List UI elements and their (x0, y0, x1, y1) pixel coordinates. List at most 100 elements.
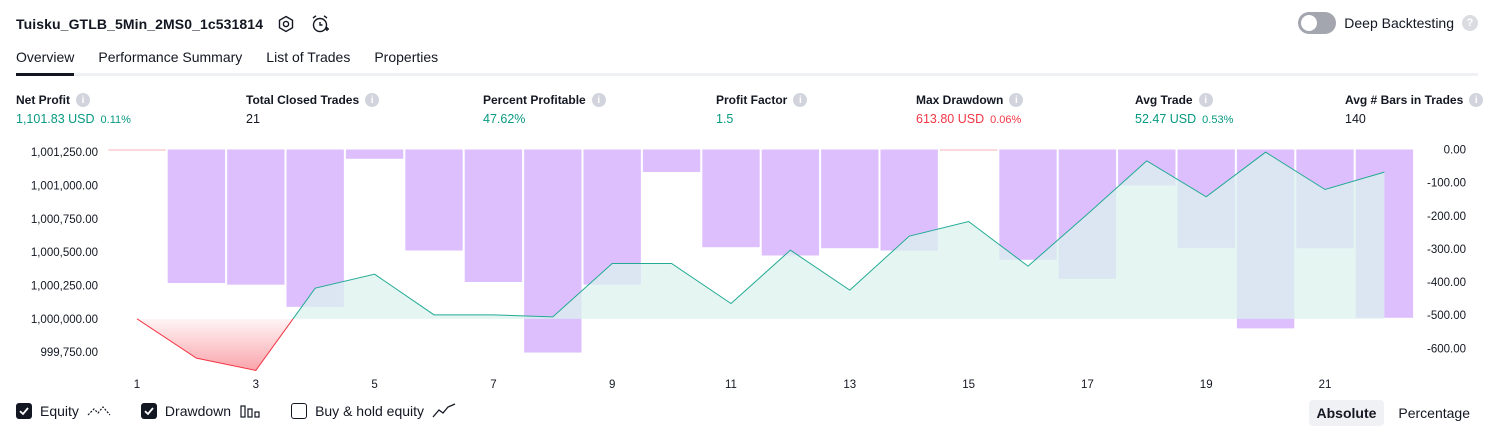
drawdown-bar (345, 149, 404, 159)
equity-chart: 1,001,250.00 1,001,000.00 1,000,750.00 1,00… (31, 145, 1466, 391)
info-icon[interactable]: i (365, 93, 380, 107)
tab-bar: Overview Performance Summary List of Tra… (16, 44, 1478, 76)
left-axis-tick-label: 1,000,250.00 (31, 281, 98, 293)
strategy-header: Tuisku_GTLB_5Min_2MS0_1c531814 (16, 10, 331, 38)
equity-label: Equity (40, 403, 79, 419)
tab-list-of-trades[interactable]: List of Trades (266, 49, 351, 65)
metric-percent: 0.11% (100, 114, 131, 126)
drawdown-bar (227, 149, 285, 285)
absolute-button[interactable]: Absolute (1308, 400, 1385, 426)
metric-label: Avg # Bars in Trades (1345, 93, 1464, 107)
metric-label: Max Drawdown (916, 93, 1004, 107)
left-axis-tick-label: 1,000,750.00 (31, 214, 98, 226)
equity-profit-area (293, 152, 1385, 319)
alarm-clock-plus-icon[interactable] (309, 13, 331, 35)
info-icon[interactable]: i (1198, 93, 1213, 107)
drawdown-bar (821, 149, 879, 249)
drawdown-bar (108, 149, 166, 151)
drawdown-label: Drawdown (164, 403, 232, 419)
x-axis-tick-label: 11 (725, 379, 737, 390)
drawdown-bar (939, 149, 998, 151)
drawdown-checkbox[interactable] (140, 403, 157, 419)
x-axis-tick-label: 3 (253, 379, 259, 390)
drawdown-bar (702, 149, 760, 248)
metric-label: Net Profit (16, 93, 70, 107)
drawdown-bar (464, 149, 523, 282)
tab-properties[interactable]: Properties (374, 49, 439, 65)
info-icon[interactable]: i (1009, 93, 1024, 107)
equity-loss-line (136, 318, 294, 371)
percentage-button[interactable]: Percentage (1398, 405, 1470, 421)
deep-backtesting: Deep Backtesting ? (1298, 12, 1478, 34)
info-icon[interactable]: i (1469, 93, 1484, 107)
x-axis-tick-label: 9 (609, 379, 615, 390)
metric-label: Percent Profitable (483, 93, 586, 107)
metric-percent-profitable: Percent Profitable i 47.62% (483, 93, 606, 126)
equity-checkbox[interactable] (16, 403, 32, 419)
metric-value: 140 (1345, 112, 1366, 126)
toggle-knob (1301, 15, 1318, 31)
right-axis-tick-label: -500.00 (1427, 310, 1466, 322)
metric-percent: 0.53% (1202, 114, 1234, 126)
x-axis-tick-label: 21 (1319, 379, 1332, 390)
info-icon[interactable]: i (591, 93, 606, 107)
metric-avg-trade: Avg Trade i 52.47 USD 0.53% (1135, 93, 1233, 126)
equity-loss-area (137, 318, 294, 371)
x-axis: 1 3 5 7 9 11 13 15 17 19 21 (134, 379, 1332, 390)
buy-hold-label: Buy & hold equity (315, 403, 425, 419)
metric-value: 613.80 USD (916, 112, 985, 126)
equity-fill (137, 152, 1385, 371)
strategy-name: Tuisku_GTLB_5Min_2MS0_1c531814 (16, 16, 264, 32)
drawdown-bar (286, 149, 344, 307)
drawdown-bar (999, 149, 1057, 260)
deep-backtesting-label: Deep Backtesting (1344, 15, 1454, 31)
legend-equity[interactable]: Equity (16, 403, 111, 419)
metric-label: Avg Trade (1135, 93, 1193, 107)
tab-overview[interactable]: Overview (16, 44, 75, 76)
help-icon[interactable]: ? (1462, 15, 1478, 31)
metric-value: 1.5 (716, 112, 734, 126)
x-axis-tick-label: 5 (371, 379, 377, 390)
metric-profit-factor: Profit Factor i 1.5 (716, 93, 808, 126)
drawdown-bars-icon (240, 405, 260, 418)
buy-hold-line-icon (432, 403, 456, 418)
metric-avg-bars: Avg # Bars in Trades i 140 (1345, 93, 1484, 126)
x-axis-tick-label: 1 (134, 379, 140, 390)
metric-percent: 0.06% (990, 114, 1022, 126)
metric-label: Profit Factor (716, 93, 788, 107)
right-axis-tick-label: -200.00 (1427, 211, 1466, 223)
x-axis-tick-label: 19 (1200, 379, 1213, 390)
metric-value: 47.62% (483, 112, 526, 126)
deep-backtesting-toggle[interactable] (1298, 12, 1337, 34)
left-axis-tick-label: 1,000,000.00 (31, 314, 98, 326)
x-axis-tick-label: 17 (1081, 379, 1094, 390)
right-axis-tick-label: -100.00 (1427, 178, 1466, 190)
drawdown-bar (405, 149, 463, 251)
equity-line (136, 151, 1385, 371)
left-axis-tick-label: 1,000,500.00 (31, 247, 98, 259)
drawdown-bar (167, 149, 226, 283)
right-axis: 0.00 -100.00 -200.00 -300.00 -400.00 -500.00 -… (1427, 145, 1466, 356)
drawdown-bar (583, 149, 641, 285)
info-icon[interactable]: i (793, 93, 808, 107)
x-axis-tick-label: 15 (962, 379, 975, 390)
drawdown-bar (524, 149, 582, 353)
right-axis-tick-label: 0.00 (1444, 145, 1466, 157)
legend-buy-hold[interactable]: Buy & hold equity (291, 403, 456, 419)
right-axis-tick-label: -300.00 (1427, 244, 1466, 256)
drawdown-bar (642, 149, 701, 173)
left-axis-tick-label: 1,001,250.00 (31, 147, 98, 159)
equity-profit-line (292, 151, 1385, 320)
info-icon[interactable]: i (76, 93, 90, 107)
buy-hold-checkbox[interactable] (291, 403, 308, 419)
metric-value: 1,101.83 USD (16, 112, 95, 126)
metric-total-closed-trades: Total Closed Trades i 21 (246, 93, 380, 126)
gear-icon[interactable] (275, 13, 297, 35)
left-axis-tick-label: 1,001,000.00 (31, 181, 98, 193)
metric-net-profit: Net Profit i 1,101.83 USD 0.11% (16, 93, 131, 126)
legend-drawdown[interactable]: Drawdown (140, 403, 261, 419)
equity-line-icon (87, 406, 111, 416)
metric-value: 52.47 USD (1135, 112, 1197, 126)
left-axis-tick-label: 999,750.00 (40, 347, 98, 359)
tab-performance-summary[interactable]: Performance Summary (98, 49, 243, 65)
